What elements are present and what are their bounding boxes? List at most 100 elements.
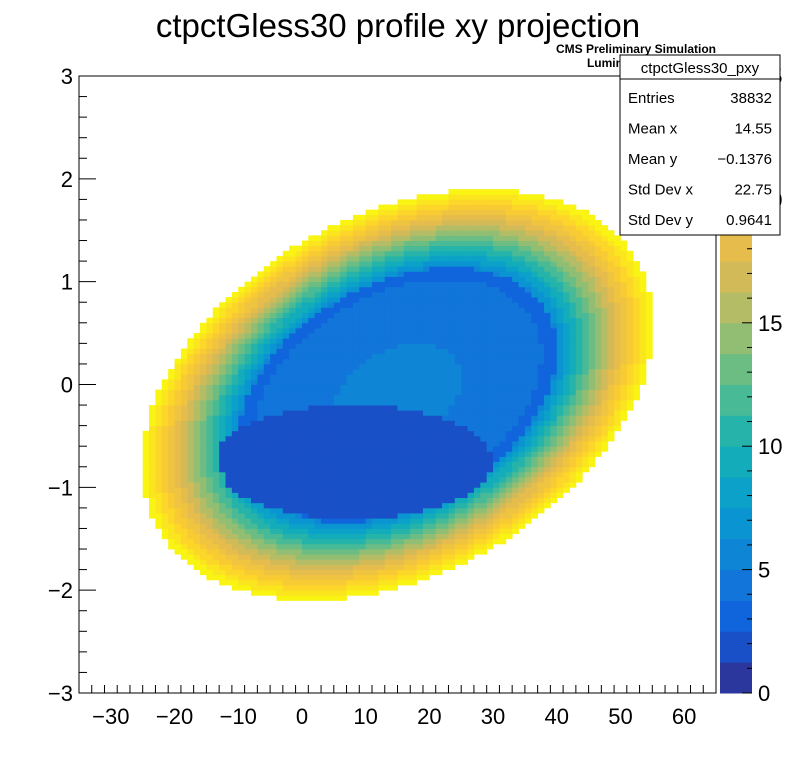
heatmap-cell <box>410 297 418 303</box>
heatmap-cell <box>174 513 182 519</box>
heatmap-cell <box>410 513 418 519</box>
heatmap-cell <box>276 585 284 591</box>
heatmap-cell <box>174 374 182 380</box>
heatmap-cell <box>575 297 583 303</box>
heatmap-cell <box>422 394 430 401</box>
heatmap-cell <box>244 384 252 391</box>
heatmap-cell <box>352 554 360 560</box>
heatmap-cell <box>518 384 526 391</box>
heatmap-cell <box>378 435 386 442</box>
heatmap-cell <box>378 415 386 421</box>
heatmap-cell <box>524 348 532 355</box>
heatmap-cell <box>531 276 539 283</box>
heatmap-cell <box>212 461 220 468</box>
heatmap-cell <box>461 441 468 447</box>
heatmap-cell <box>620 348 628 355</box>
heatmap-cell <box>270 456 277 463</box>
heatmap-cell <box>231 482 239 488</box>
heatmap-cell <box>257 441 265 447</box>
heatmap-cell <box>435 235 443 241</box>
heatmap-cell <box>289 569 296 576</box>
heatmap-cell <box>180 353 188 360</box>
heatmap-cell <box>467 230 475 236</box>
heatmap-cell <box>314 302 322 308</box>
heatmap-cell <box>250 394 258 401</box>
heatmap-cell <box>563 204 570 211</box>
heatmap-cell <box>391 435 398 442</box>
heatmap-cell <box>505 528 513 535</box>
heatmap-cell <box>244 286 252 293</box>
heatmap-cell <box>410 225 418 231</box>
heatmap-cell <box>212 399 220 406</box>
heatmap-cell <box>550 255 558 262</box>
heatmap-cell <box>454 425 462 432</box>
heatmap-cell <box>448 528 456 535</box>
heatmap-cell <box>384 507 392 514</box>
heatmap-cell <box>486 199 494 205</box>
heatmap-cell <box>575 255 583 262</box>
heatmap-cell <box>575 281 583 288</box>
heatmap-cell <box>231 327 239 334</box>
heatmap-cell <box>282 394 290 401</box>
heatmap-cell <box>378 312 386 319</box>
heatmap-cell <box>397 487 405 493</box>
heatmap-cell <box>531 194 539 200</box>
heatmap-cell <box>231 559 239 565</box>
heatmap-cell <box>575 230 583 236</box>
heatmap-cell <box>403 333 411 339</box>
heatmap-cell <box>422 574 430 581</box>
heatmap-cell <box>448 343 456 349</box>
heatmap-cell <box>289 322 296 329</box>
heatmap-cell <box>410 430 418 437</box>
heatmap-cell <box>442 225 449 231</box>
heatmap-cell <box>410 492 418 499</box>
heatmap-cell <box>372 286 379 293</box>
heatmap-cell <box>225 399 233 406</box>
heatmap-cell <box>473 307 481 313</box>
heatmap-cell <box>219 379 226 385</box>
heatmap-cell <box>410 358 418 365</box>
heatmap-cell <box>416 358 424 365</box>
heatmap-cell <box>161 456 169 463</box>
heatmap-cell <box>314 322 322 329</box>
heatmap-cell <box>200 549 207 555</box>
heatmap-cell <box>219 574 226 581</box>
heatmap-cell <box>550 353 558 360</box>
heatmap-cell <box>340 435 347 442</box>
heatmap-cell <box>314 276 322 283</box>
heatmap-cell <box>448 538 456 545</box>
heatmap-cell <box>212 492 220 499</box>
heatmap-cell <box>486 533 494 540</box>
heatmap-cell <box>365 261 373 267</box>
stats-row-value: 0.9641 <box>726 212 772 229</box>
heatmap-cell <box>493 379 500 385</box>
heatmap-cell <box>518 353 526 360</box>
heatmap-cell <box>416 276 424 283</box>
heatmap-cell <box>493 374 500 380</box>
heatmap-cell <box>174 451 182 457</box>
heatmap-cell <box>295 461 303 468</box>
heatmap-cell <box>524 276 532 283</box>
heatmap-cell <box>410 307 418 313</box>
heatmap-cell <box>187 399 195 406</box>
heatmap-cell <box>614 353 621 360</box>
heatmap-cell <box>352 225 360 231</box>
heatmap-cell <box>397 451 405 457</box>
heatmap-cell <box>295 291 303 298</box>
z-tick-label: 10 <box>758 434 782 459</box>
heatmap-cell <box>524 425 532 432</box>
heatmap-cell <box>397 374 405 380</box>
heatmap-cell <box>493 266 500 272</box>
heatmap-cell <box>270 569 277 576</box>
heatmap-cell <box>550 492 558 499</box>
heatmap-cell <box>454 255 462 262</box>
heatmap-cell <box>308 554 316 560</box>
heatmap-cell <box>454 559 462 565</box>
heatmap-cell <box>556 451 564 457</box>
heatmap-cell <box>391 291 398 298</box>
heatmap-cell <box>556 225 564 231</box>
heatmap-cell <box>174 538 182 545</box>
heatmap-cell <box>187 430 195 437</box>
heatmap-cell <box>429 399 437 406</box>
heatmap-cell <box>384 394 392 401</box>
